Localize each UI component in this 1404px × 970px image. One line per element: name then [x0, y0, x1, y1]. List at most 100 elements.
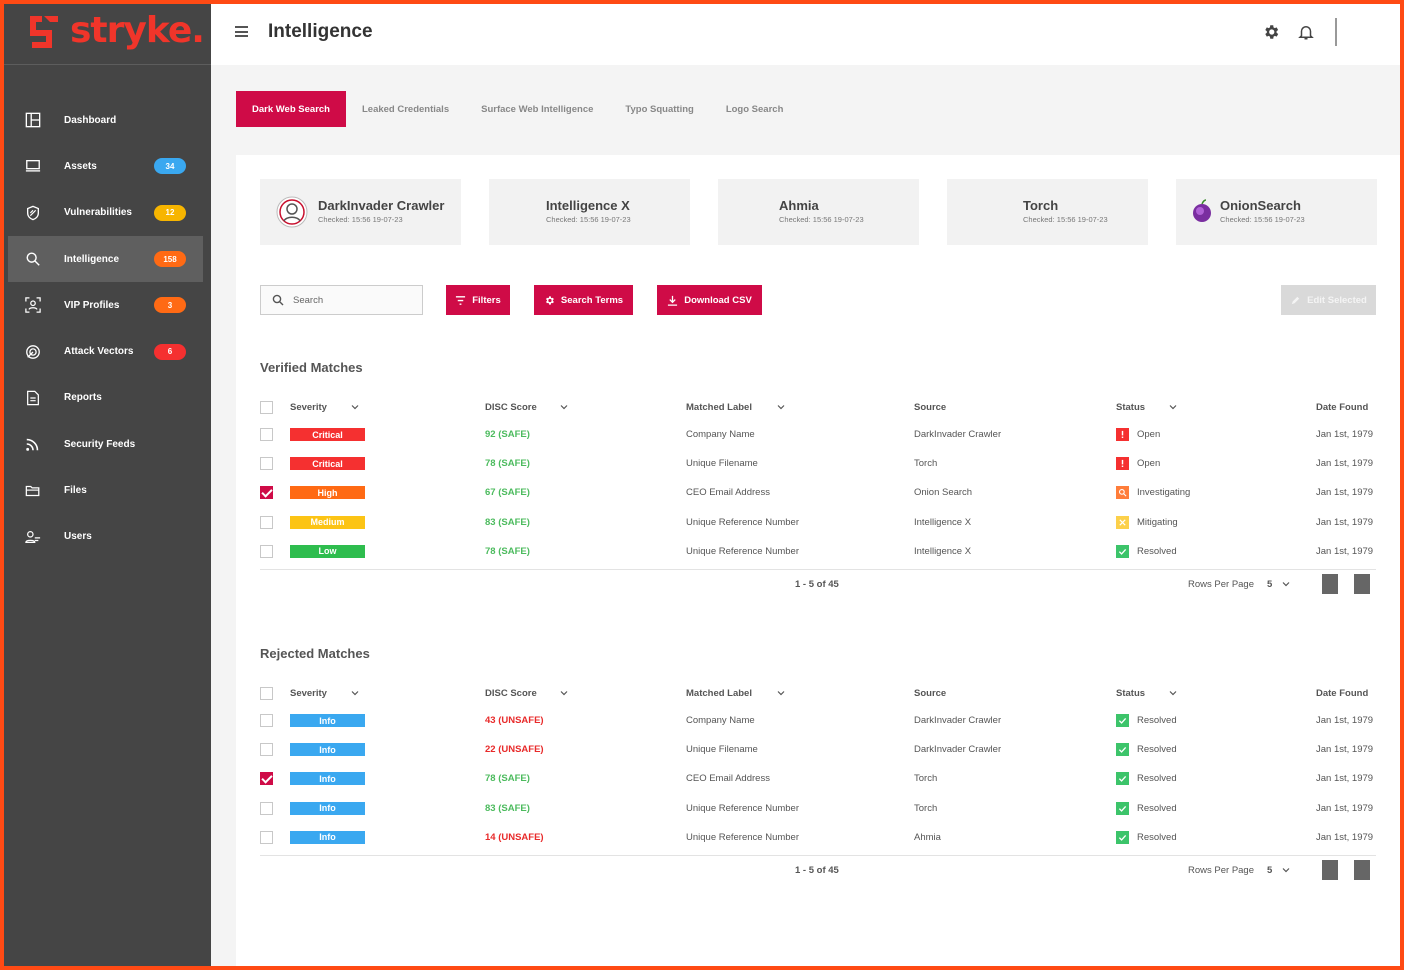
table-row[interactable]: Info 14 (UNSAFE) Unique Reference Number Ah…	[260, 823, 1376, 852]
sidebar-item-security-feeds[interactable]: Security Feeds	[4, 421, 211, 467]
row-checkbox[interactable]	[260, 772, 273, 786]
filters-button[interactable]: Filters	[446, 285, 510, 315]
tab-typo-squatting[interactable]: Typo Squatting	[625, 103, 694, 115]
edit-selected-button[interactable]: Edit Selected	[1281, 285, 1376, 315]
row-checkbox[interactable]	[260, 515, 273, 529]
table-pagination: 1 - 5 of 45 Rows Per Page 5	[260, 568, 1376, 599]
row-checkbox[interactable]	[260, 544, 273, 558]
chevron-down-icon[interactable]	[350, 402, 360, 412]
source-card[interactable]: OnionSearch Checked: 15:56 19-07-23	[1176, 179, 1377, 245]
count-badge: 3	[154, 297, 186, 314]
table-row[interactable]: Critical 92 (SAFE) Company Name DarkInvader…	[260, 420, 1376, 449]
rows-per-page-select[interactable]: 5	[1267, 578, 1273, 590]
chevron-down-icon[interactable]	[350, 688, 360, 698]
chevron-down-icon[interactable]	[1281, 865, 1291, 875]
column-header-score[interactable]: DISC Score	[485, 683, 569, 703]
chevron-down-icon[interactable]	[1168, 688, 1178, 698]
sidebar-item-users[interactable]: Users	[4, 514, 211, 560]
disc-score: 83 (SAFE)	[485, 516, 530, 528]
column-header-status[interactable]: Status	[1116, 397, 1178, 417]
select-all-checkbox[interactable]	[260, 400, 273, 414]
column-header-label: Source	[914, 401, 947, 413]
search-terms-button-label: Search Terms	[560, 294, 624, 306]
count-badge: 158	[154, 251, 186, 268]
sidebar-item-attack-vectors[interactable]: Attack Vectors 6	[4, 328, 211, 374]
sidebar-item-vulnerabilities[interactable]: Vulnerabilities 12	[4, 190, 211, 236]
score-cell: 78 (SAFE)	[485, 764, 530, 793]
sidebar-item-dashboard[interactable]: Dashboard	[4, 97, 211, 143]
previous-page-button[interactable]	[1322, 859, 1338, 880]
status-label: Resolved	[1137, 744, 1177, 756]
table-row[interactable]: Critical 78 (SAFE) Unique Filename Torch Ope…	[260, 449, 1376, 478]
table-header: Severity DISC Score Matched Label Source Sta…	[260, 683, 1376, 703]
row-checkbox[interactable]	[260, 830, 273, 844]
tab-leaked-credentials[interactable]: Leaked Credentials	[361, 103, 450, 115]
column-header-status[interactable]: Status	[1116, 683, 1178, 703]
row-checkbox[interactable]	[260, 457, 273, 471]
chevron-down-icon[interactable]	[776, 688, 786, 698]
chevron-down-icon[interactable]	[559, 688, 569, 698]
column-header-source[interactable]: Source	[914, 683, 946, 703]
previous-page-button[interactable]	[1322, 573, 1338, 594]
count-badge: 12	[154, 204, 186, 221]
stryke-logo-icon	[30, 16, 58, 48]
column-header-date[interactable]: Date Found	[1316, 683, 1368, 703]
sidebar-item-reports[interactable]: Reports	[4, 375, 211, 421]
tab-dark-web-search[interactable]: Dark Web Search	[236, 91, 346, 127]
source-cell: Torch	[914, 802, 938, 814]
row-checkbox[interactable]	[260, 714, 273, 728]
column-header-label: Matched Label	[686, 687, 752, 699]
table-row[interactable]: High 67 (SAFE) CEO Email Address Onion Sear…	[260, 478, 1376, 507]
table-pagination: 1 - 5 of 45 Rows Per Page 5	[260, 854, 1376, 885]
column-header-source[interactable]: Source	[914, 397, 946, 417]
chevron-down-icon[interactable]	[1281, 579, 1291, 589]
sidebar-item-files[interactable]: Files	[4, 467, 211, 513]
next-page-button[interactable]	[1354, 859, 1370, 880]
column-header-label[interactable]: Matched Label	[686, 683, 786, 703]
intelligence-tabs: Dark Web Search Leaked Credentials Surface…	[236, 91, 799, 127]
score-cell: 78 (SAFE)	[485, 449, 530, 478]
column-header-severity[interactable]: Severity	[290, 397, 360, 417]
search-terms-button[interactable]: Search Terms	[534, 285, 633, 315]
table-row[interactable]: Info 22 (UNSAFE) Unique Filename DarkInvade…	[260, 735, 1376, 764]
source-card[interactable]: Torch Checked: 15:56 19-07-23	[947, 179, 1148, 245]
column-header-severity[interactable]: Severity	[290, 683, 360, 703]
disc-score: 92 (SAFE)	[485, 429, 530, 441]
table-row[interactable]: Low 78 (SAFE) Unique Reference Number Intel…	[260, 537, 1376, 566]
menu-icon[interactable]	[235, 26, 248, 37]
chevron-down-icon[interactable]	[1168, 402, 1178, 412]
table-row[interactable]: Info 83 (SAFE) Unique Reference Number Torc…	[260, 794, 1376, 823]
row-checkbox[interactable]	[260, 486, 273, 500]
disc-score: 67 (SAFE)	[485, 487, 530, 499]
chevron-down-icon[interactable]	[776, 402, 786, 412]
search-input[interactable]	[293, 292, 413, 308]
rows-per-page-select[interactable]: 5	[1267, 864, 1273, 876]
chevron-down-icon[interactable]	[559, 402, 569, 412]
bell-icon[interactable]	[1297, 22, 1315, 42]
row-checkbox[interactable]	[260, 428, 273, 442]
table-row[interactable]: Info 43 (UNSAFE) Company Name DarkInvader C…	[260, 706, 1376, 735]
source-card[interactable]: Intelligence X Checked: 15:56 19-07-23	[489, 179, 690, 245]
sidebar-item-vip-profiles[interactable]: VIP Profiles 3	[4, 282, 211, 328]
row-checkbox[interactable]	[260, 801, 273, 815]
table-row[interactable]: Medium 83 (SAFE) Unique Reference Number In…	[260, 508, 1376, 537]
source-card[interactable]: DarkInvader Crawler Checked: 15:56 19-07-…	[260, 179, 461, 245]
next-page-button[interactable]	[1354, 573, 1370, 594]
column-header-score[interactable]: DISC Score	[485, 397, 569, 417]
tab-surface-web-intelligence[interactable]: Surface Web Intelligence	[481, 103, 594, 115]
status-cell: Resolved	[1116, 706, 1177, 735]
column-header-label[interactable]: Matched Label	[686, 397, 786, 417]
sidebar-item-intelligence[interactable]: Intelligence 158	[8, 235, 203, 283]
select-all-checkbox[interactable]	[260, 686, 273, 700]
rows-per-page-label: Rows Per Page	[1188, 864, 1255, 876]
row-checkbox[interactable]	[260, 743, 273, 757]
column-header-date[interactable]: Date Found	[1316, 397, 1368, 417]
tab-logo-search[interactable]: Logo Search	[725, 103, 784, 115]
sidebar-nav: Dashboard Assets 34 Vulnerabilities 12 Intell…	[4, 97, 211, 560]
source-card[interactable]: Ahmia Checked: 15:56 19-07-23	[718, 179, 919, 245]
download-csv-button[interactable]: Download CSV	[657, 285, 762, 315]
app-frame: stryke. Dashboard Assets 34 Vulnerabilities…	[4, 4, 1400, 966]
sidebar-item-assets[interactable]: Assets 34	[4, 143, 211, 189]
gear-icon[interactable]	[1262, 23, 1280, 41]
table-row[interactable]: Info 78 (SAFE) CEO Email Address Torch Resol…	[260, 764, 1376, 793]
